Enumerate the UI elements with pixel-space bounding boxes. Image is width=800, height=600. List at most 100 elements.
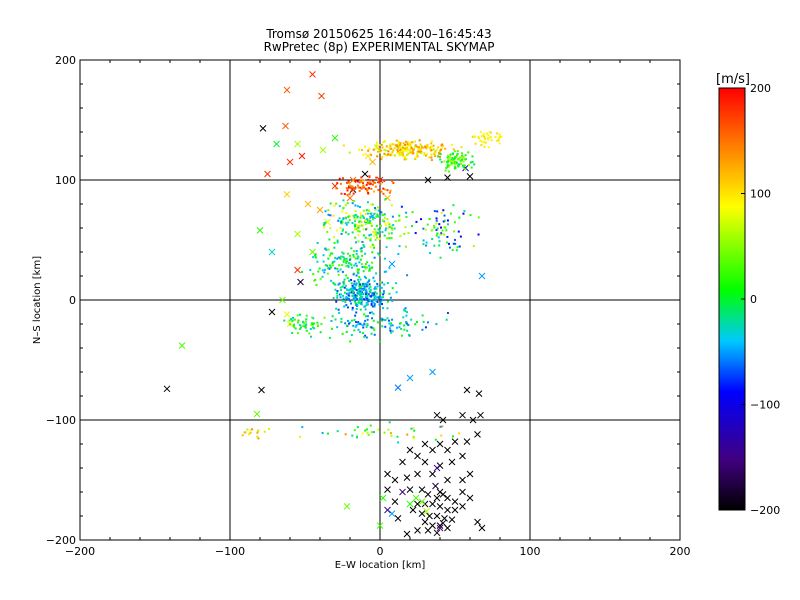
data-point-dot [360, 303, 363, 306]
data-point-dot [433, 244, 436, 247]
data-point-dot [373, 287, 376, 290]
data-point-stroke [294, 266, 301, 274]
x-tick-label: 100 [520, 545, 541, 558]
data-point-dot [341, 177, 344, 180]
data-point-dot [484, 141, 487, 144]
data-point-dot [353, 199, 356, 202]
data-point-dot [246, 428, 249, 431]
data-point-dot [346, 277, 349, 280]
data-point-dot [404, 307, 407, 310]
data-point-dot [365, 218, 368, 221]
data-point-dot [412, 436, 415, 439]
data-point-dot [292, 316, 295, 319]
data-point-dot [389, 432, 392, 435]
data-point-dot [352, 179, 355, 182]
data-point-dot [391, 330, 394, 333]
data-point-dot [353, 250, 356, 253]
data-point-dot [388, 191, 391, 194]
data-point-dot [344, 284, 347, 287]
data-point-dot [354, 262, 357, 265]
data-point-dot [374, 208, 377, 211]
data-point-stroke [478, 272, 486, 280]
data-point-dot [350, 185, 353, 188]
data-point-cross [361, 170, 369, 178]
data-point-dot [293, 318, 296, 321]
data-point-dot [301, 270, 304, 273]
data-point-dot [342, 228, 345, 231]
data-point-dot [345, 324, 348, 327]
data-point-dot [370, 326, 373, 329]
data-point-dot [417, 150, 420, 153]
data-point-dot [391, 180, 394, 183]
data-point-dot [480, 143, 483, 146]
data-point-dot [388, 319, 391, 322]
data-point-dot [353, 283, 356, 286]
data-point-dot [395, 144, 398, 147]
data-point-dot [444, 169, 447, 172]
data-point-dot [342, 218, 345, 221]
data-point-dot [360, 220, 363, 223]
data-point-dot [359, 186, 362, 189]
data-point-dot [441, 425, 444, 428]
data-point-dot [354, 180, 357, 183]
data-point-dot [483, 145, 486, 148]
data-point-stroke [444, 476, 451, 484]
data-point-dot [327, 209, 330, 212]
data-point-stroke [426, 512, 433, 520]
data-point-cross [319, 146, 327, 154]
data-point-dot [332, 236, 335, 239]
data-point-stroke [433, 411, 441, 419]
data-point-dot [310, 335, 313, 338]
data-point-cross [264, 170, 271, 178]
data-point-dot [402, 145, 405, 148]
data-point-dot [425, 244, 428, 247]
data-point-stroke [477, 411, 484, 419]
data-point-dot [430, 140, 433, 143]
data-point-dot [388, 237, 391, 240]
data-point-dot [349, 184, 352, 187]
data-point-dot [336, 229, 339, 232]
data-point-dot [371, 317, 374, 320]
data-point-dot [296, 321, 299, 324]
data-point-dot [389, 154, 392, 157]
data-point-cross [421, 458, 429, 466]
data-point-dot [364, 145, 367, 148]
data-point-dot [477, 135, 480, 138]
data-point-dot [458, 245, 461, 248]
data-point-dot [335, 307, 338, 310]
data-point-stroke [436, 440, 444, 448]
data-point-dot [484, 137, 487, 140]
data-point-dot [393, 227, 396, 230]
data-point-dot [364, 298, 367, 301]
data-point-dot [407, 141, 410, 144]
data-point-cross [384, 506, 391, 514]
data-point-dot [355, 228, 358, 231]
data-point-dot [339, 289, 342, 292]
data-point-dot [296, 332, 299, 335]
data-point-dot [377, 148, 380, 151]
data-point-dot [374, 232, 377, 235]
data-point-stroke [294, 140, 301, 148]
data-point-dot [352, 290, 355, 293]
data-point-cross [444, 446, 451, 454]
data-point-dot [352, 299, 355, 302]
data-point-stroke [406, 374, 414, 382]
x-tick-label: 0 [377, 545, 384, 558]
data-point-dot [343, 291, 346, 294]
data-point-dot [388, 146, 391, 149]
data-point-dot [375, 144, 378, 147]
data-point-dot [353, 178, 356, 181]
data-point-dot [367, 178, 370, 181]
data-point-dot [457, 230, 460, 233]
data-point-dot [422, 320, 425, 323]
data-point-cross [466, 173, 474, 180]
data-point-dot [500, 135, 503, 138]
data-point-stroke [444, 446, 451, 454]
data-point-dot [376, 231, 379, 234]
data-point-dot [256, 435, 259, 438]
data-point-dot [288, 319, 291, 322]
data-point-dot [373, 212, 376, 215]
data-point-dot [313, 279, 316, 282]
data-point-dot [418, 139, 421, 142]
data-point-dot [454, 242, 457, 245]
